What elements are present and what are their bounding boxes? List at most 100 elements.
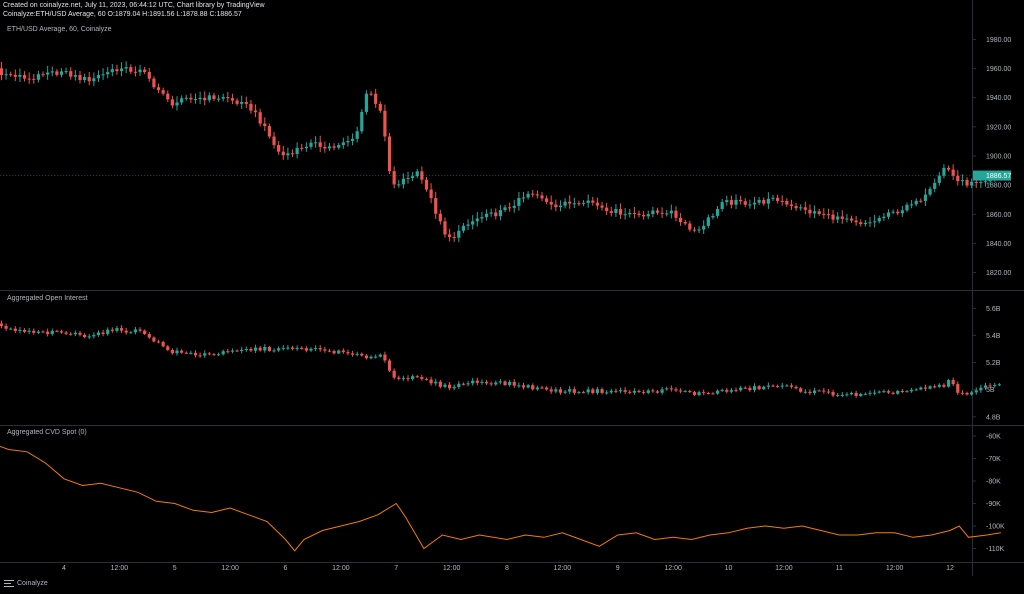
candle-body: [447, 384, 452, 389]
price-pane-title: ETH/USD Average, 60, Coinalyze: [7, 26, 112, 33]
candle-body: [697, 229, 701, 231]
candle-body: [420, 171, 424, 180]
candle-body: [886, 212, 891, 217]
candle-body: [803, 391, 807, 393]
candle-body: [350, 353, 355, 355]
candle-body: [138, 69, 142, 73]
candle-body: [642, 391, 646, 393]
candle-body: [762, 386, 766, 390]
candle-body: [401, 378, 405, 380]
candle-body: [207, 95, 211, 101]
candle-body: [170, 349, 174, 354]
candle-body: [258, 347, 262, 351]
candle-body: [392, 370, 396, 378]
y-tick-label: -90K: [986, 501, 1001, 508]
candle-body: [429, 379, 433, 384]
candle-body: [572, 203, 576, 205]
candle-body: [457, 230, 461, 238]
candle-body: [683, 391, 687, 393]
candle-body: [799, 207, 803, 209]
candle-body: [586, 200, 590, 203]
brand-footer[interactable]: Coinalyze: [4, 580, 48, 587]
candle-body: [581, 202, 586, 204]
candle-body: [812, 211, 817, 214]
candle-body: [249, 348, 253, 351]
candle-body: [808, 209, 812, 214]
candle-body: [882, 391, 886, 393]
candle-body: [295, 147, 299, 154]
candle-body: [138, 329, 142, 331]
candle-body: [905, 204, 909, 211]
candle-body: [244, 348, 248, 350]
candle-body: [364, 355, 369, 359]
candle-body: [748, 204, 752, 206]
candle-body: [314, 348, 318, 350]
candle-body: [577, 392, 581, 394]
x-tick-label: 5: [173, 565, 177, 572]
y-tick-label: 1960.00: [986, 66, 1011, 73]
candle-body: [595, 202, 600, 206]
candle-body: [757, 200, 761, 203]
candle-body: [849, 218, 854, 221]
candle-body: [300, 347, 304, 349]
candle-body: [161, 90, 165, 94]
candle-body: [558, 389, 563, 393]
candle-body: [420, 377, 424, 379]
candle-body: [13, 328, 17, 331]
candle-body: [951, 169, 955, 176]
candle-body: [4, 325, 8, 329]
x-tick-label: 11: [836, 565, 843, 572]
candle-body: [859, 394, 863, 397]
candle-body: [253, 347, 258, 351]
candle-body: [655, 210, 660, 213]
cvd-pane-title: Aggregated CVD Spot (0): [7, 429, 87, 436]
candle-body: [623, 214, 627, 216]
candle-body: [378, 354, 382, 357]
x-tick-label: 12:00: [443, 565, 461, 572]
ohlc-legend: Coinalyze:ETH/USD Average, 60 O:1879.04 …: [3, 11, 242, 18]
candle-body: [46, 331, 50, 335]
candle-body: [272, 136, 276, 146]
candle-body: [970, 181, 974, 186]
candle-body: [240, 349, 244, 352]
candle-body: [974, 390, 978, 393]
candle-body: [568, 201, 572, 204]
candle-body: [780, 385, 784, 387]
candle-body: [503, 381, 507, 386]
candle-body: [9, 328, 13, 330]
candle-body: [776, 386, 780, 388]
candle-body: [387, 136, 392, 172]
candle-body: [836, 216, 840, 220]
candle-body: [702, 225, 706, 230]
candle-body: [129, 67, 133, 72]
candle-body: [424, 378, 429, 380]
candle-body: [928, 188, 932, 195]
candle-body: [143, 330, 147, 335]
candle-body: [512, 381, 516, 386]
candle-body: [0, 323, 4, 326]
candle-body: [110, 69, 114, 73]
candle-body: [277, 145, 281, 152]
candle-body: [794, 206, 798, 209]
candle-body: [600, 205, 604, 208]
candle-body: [720, 389, 724, 391]
candle-body: [101, 332, 105, 334]
candle-body: [318, 142, 322, 147]
candle-body: [646, 214, 650, 217]
candle-body: [240, 101, 244, 104]
candle-body: [457, 383, 461, 387]
candle-body: [55, 71, 59, 75]
candle-body: [979, 387, 983, 391]
candle-body: [471, 221, 475, 225]
candle-body: [794, 386, 798, 389]
candle-body: [508, 207, 512, 209]
candle-body: [692, 229, 697, 231]
candle-body: [314, 142, 318, 144]
candle-body: [369, 356, 373, 359]
candle-body: [337, 350, 341, 354]
candle-body: [498, 381, 503, 383]
candle-body: [702, 392, 706, 394]
candle-body: [350, 138, 355, 142]
candle-body: [406, 177, 410, 179]
candle-body: [923, 387, 928, 389]
